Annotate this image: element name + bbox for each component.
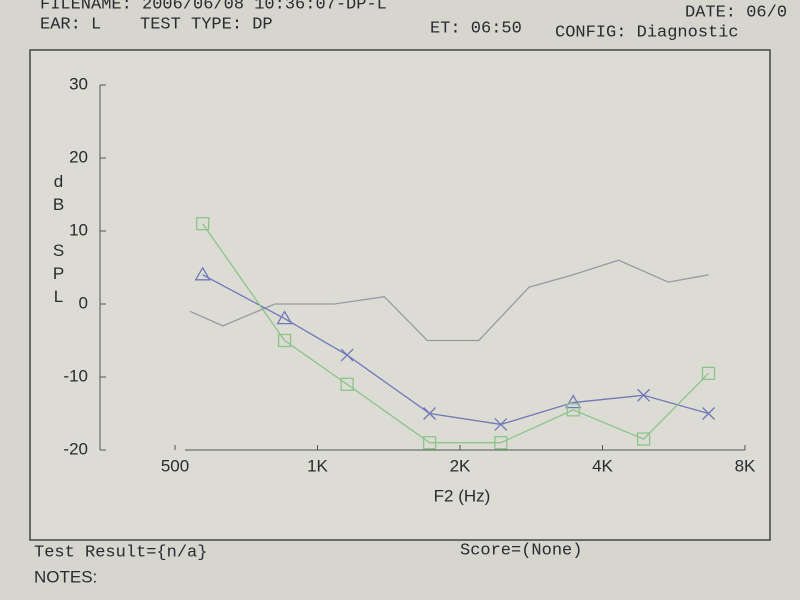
triangle-marker bbox=[194, 266, 211, 281]
x-tick-label: 4K bbox=[592, 456, 613, 475]
y-tick-label: 30 bbox=[69, 74, 88, 93]
y-tick-label: 0 bbox=[79, 293, 88, 312]
test-result: Test Result={n/a} bbox=[34, 543, 207, 562]
triangle-marker bbox=[565, 394, 582, 409]
series-line bbox=[189, 259, 709, 342]
triangle-marker bbox=[276, 310, 293, 325]
square-marker bbox=[566, 403, 580, 417]
series-line bbox=[202, 223, 710, 444]
test-type: TEST TYPE: DP bbox=[140, 15, 273, 34]
square-marker bbox=[701, 366, 716, 381]
x-tick-label: 2K bbox=[450, 456, 471, 475]
x-tick-label: 500 bbox=[161, 456, 189, 475]
square-marker bbox=[340, 377, 354, 391]
et: ET: 06:50 bbox=[430, 19, 522, 38]
square-marker bbox=[196, 217, 210, 231]
score: Score=(None) bbox=[460, 541, 582, 560]
series-line bbox=[202, 274, 709, 426]
y-tick-label: 10 bbox=[69, 220, 88, 239]
x-marker bbox=[637, 388, 651, 402]
x-marker bbox=[494, 417, 508, 431]
square-marker bbox=[636, 432, 651, 446]
x-axis-label: F2 (Hz) bbox=[434, 486, 491, 505]
ear: EAR: L bbox=[40, 15, 101, 34]
x-marker bbox=[702, 407, 716, 420]
date: DATE: 06/0 bbox=[685, 3, 787, 22]
frame bbox=[29, 49, 771, 541]
y-tick-label: -20 bbox=[63, 439, 88, 458]
notes: NOTES: bbox=[34, 567, 97, 586]
x-marker bbox=[423, 407, 437, 420]
filename: FILENAME: 2006/06/08 10:36:07-DP-L bbox=[40, 0, 387, 14]
x-tick-label: 1K bbox=[307, 456, 328, 475]
y-axis-label: dB SPL bbox=[49, 172, 68, 310]
square-marker bbox=[494, 436, 508, 450]
square-marker bbox=[422, 436, 437, 450]
x-tick-label: 8K bbox=[735, 456, 756, 475]
y-tick-label: -10 bbox=[63, 366, 88, 385]
config: CONFIG: Diagnostic bbox=[555, 23, 739, 42]
x-marker bbox=[340, 348, 354, 362]
y-tick-label: 20 bbox=[69, 147, 88, 166]
square-marker bbox=[277, 333, 292, 348]
